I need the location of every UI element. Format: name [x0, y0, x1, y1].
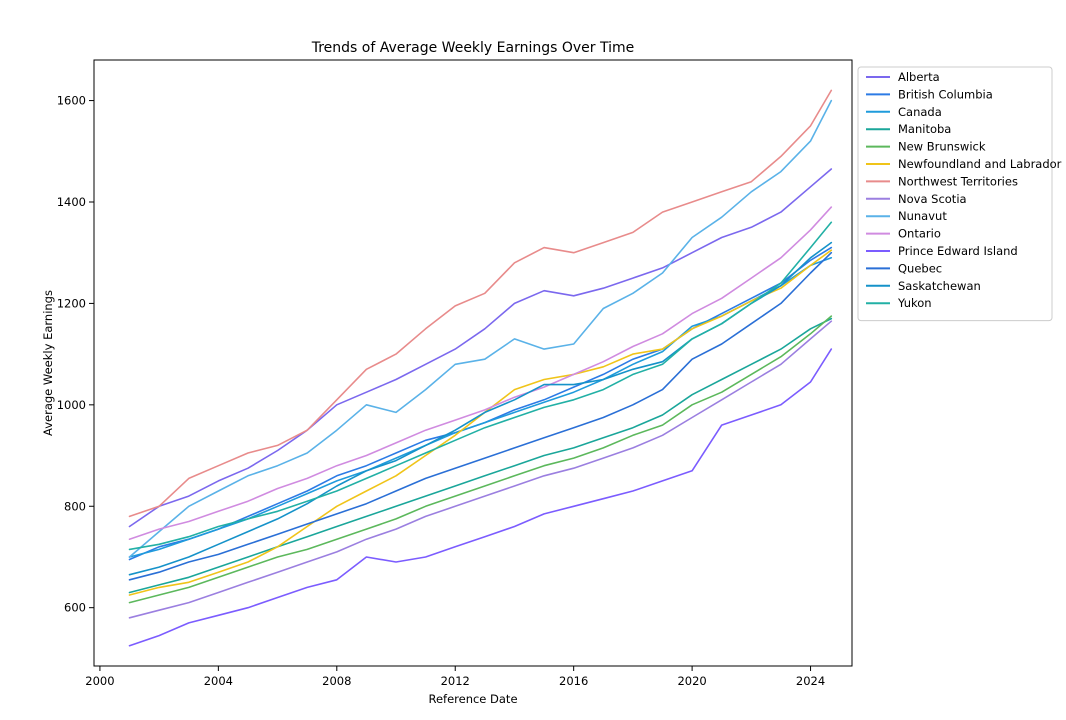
y-axis: 600 800 1000 1200 1400 1600	[57, 94, 94, 615]
legend-label: Newfoundland and Labrador	[898, 157, 1062, 171]
x-axis: 2000 2004 2008 2012 2016 2020 2024	[85, 666, 825, 688]
series-line-quebec	[128, 251, 833, 581]
legend-label: Prince Edward Island	[898, 244, 1018, 258]
legend-label: British Columbia	[898, 87, 993, 101]
series-line-ontario	[128, 206, 833, 541]
legend-label: Alberta	[898, 70, 940, 84]
y-tick-label: 1400	[57, 195, 86, 209]
legend-label: Nunavut	[898, 209, 947, 223]
series-line-nova-scotia	[128, 320, 833, 619]
series-line-northwest-territories	[128, 89, 833, 518]
y-tick-label: 1600	[57, 94, 86, 108]
series-line-yukon	[128, 221, 833, 551]
legend-label: Ontario	[898, 227, 941, 241]
x-tick-label: 2004	[204, 674, 233, 688]
series-line-saskatchewan	[128, 241, 833, 576]
legend-box	[857, 66, 1053, 322]
x-tick-label: 2008	[322, 674, 351, 688]
series-line-manitoba	[128, 317, 833, 594]
chart-title: Trends of Average Weekly Earnings Over T…	[311, 40, 635, 56]
legend-label: Northwest Territories	[898, 174, 1018, 188]
x-tick-label: 2016	[559, 674, 588, 688]
y-tick-label: 600	[64, 601, 86, 615]
series-layer	[128, 89, 833, 647]
x-tick-label: 2020	[677, 674, 706, 688]
series-line-nunavut	[128, 99, 833, 558]
legend-label: Saskatchewan	[898, 279, 981, 293]
series-line-prince-edward-island	[128, 348, 833, 647]
legend-label: Manitoba	[898, 122, 951, 136]
legend-label: Quebec	[898, 261, 942, 275]
x-tick-label: 2000	[85, 674, 114, 688]
series-line-newfoundland-and-labrador	[128, 249, 833, 596]
y-tick-label: 1000	[57, 398, 86, 412]
x-axis-label: Reference Date	[428, 692, 517, 706]
series-line-canada	[128, 256, 833, 558]
legend-label: Nova Scotia	[898, 192, 967, 206]
legend-label: Canada	[898, 105, 942, 119]
legend-label: New Brunswick	[898, 140, 986, 154]
y-axis-label: Average Weekly Earnings	[41, 290, 55, 436]
x-tick-label: 2012	[441, 674, 470, 688]
series-line-alberta	[128, 168, 833, 528]
plot-frame	[93, 59, 853, 667]
y-tick-label: 1200	[57, 296, 86, 310]
legend-label: Yukon	[897, 296, 932, 310]
y-tick-label: 800	[64, 499, 86, 513]
legend: Alberta British Columbia Canada Manitoba New…	[857, 66, 1062, 322]
x-tick-label: 2024	[796, 674, 825, 688]
series-line-new-brunswick	[128, 315, 833, 604]
